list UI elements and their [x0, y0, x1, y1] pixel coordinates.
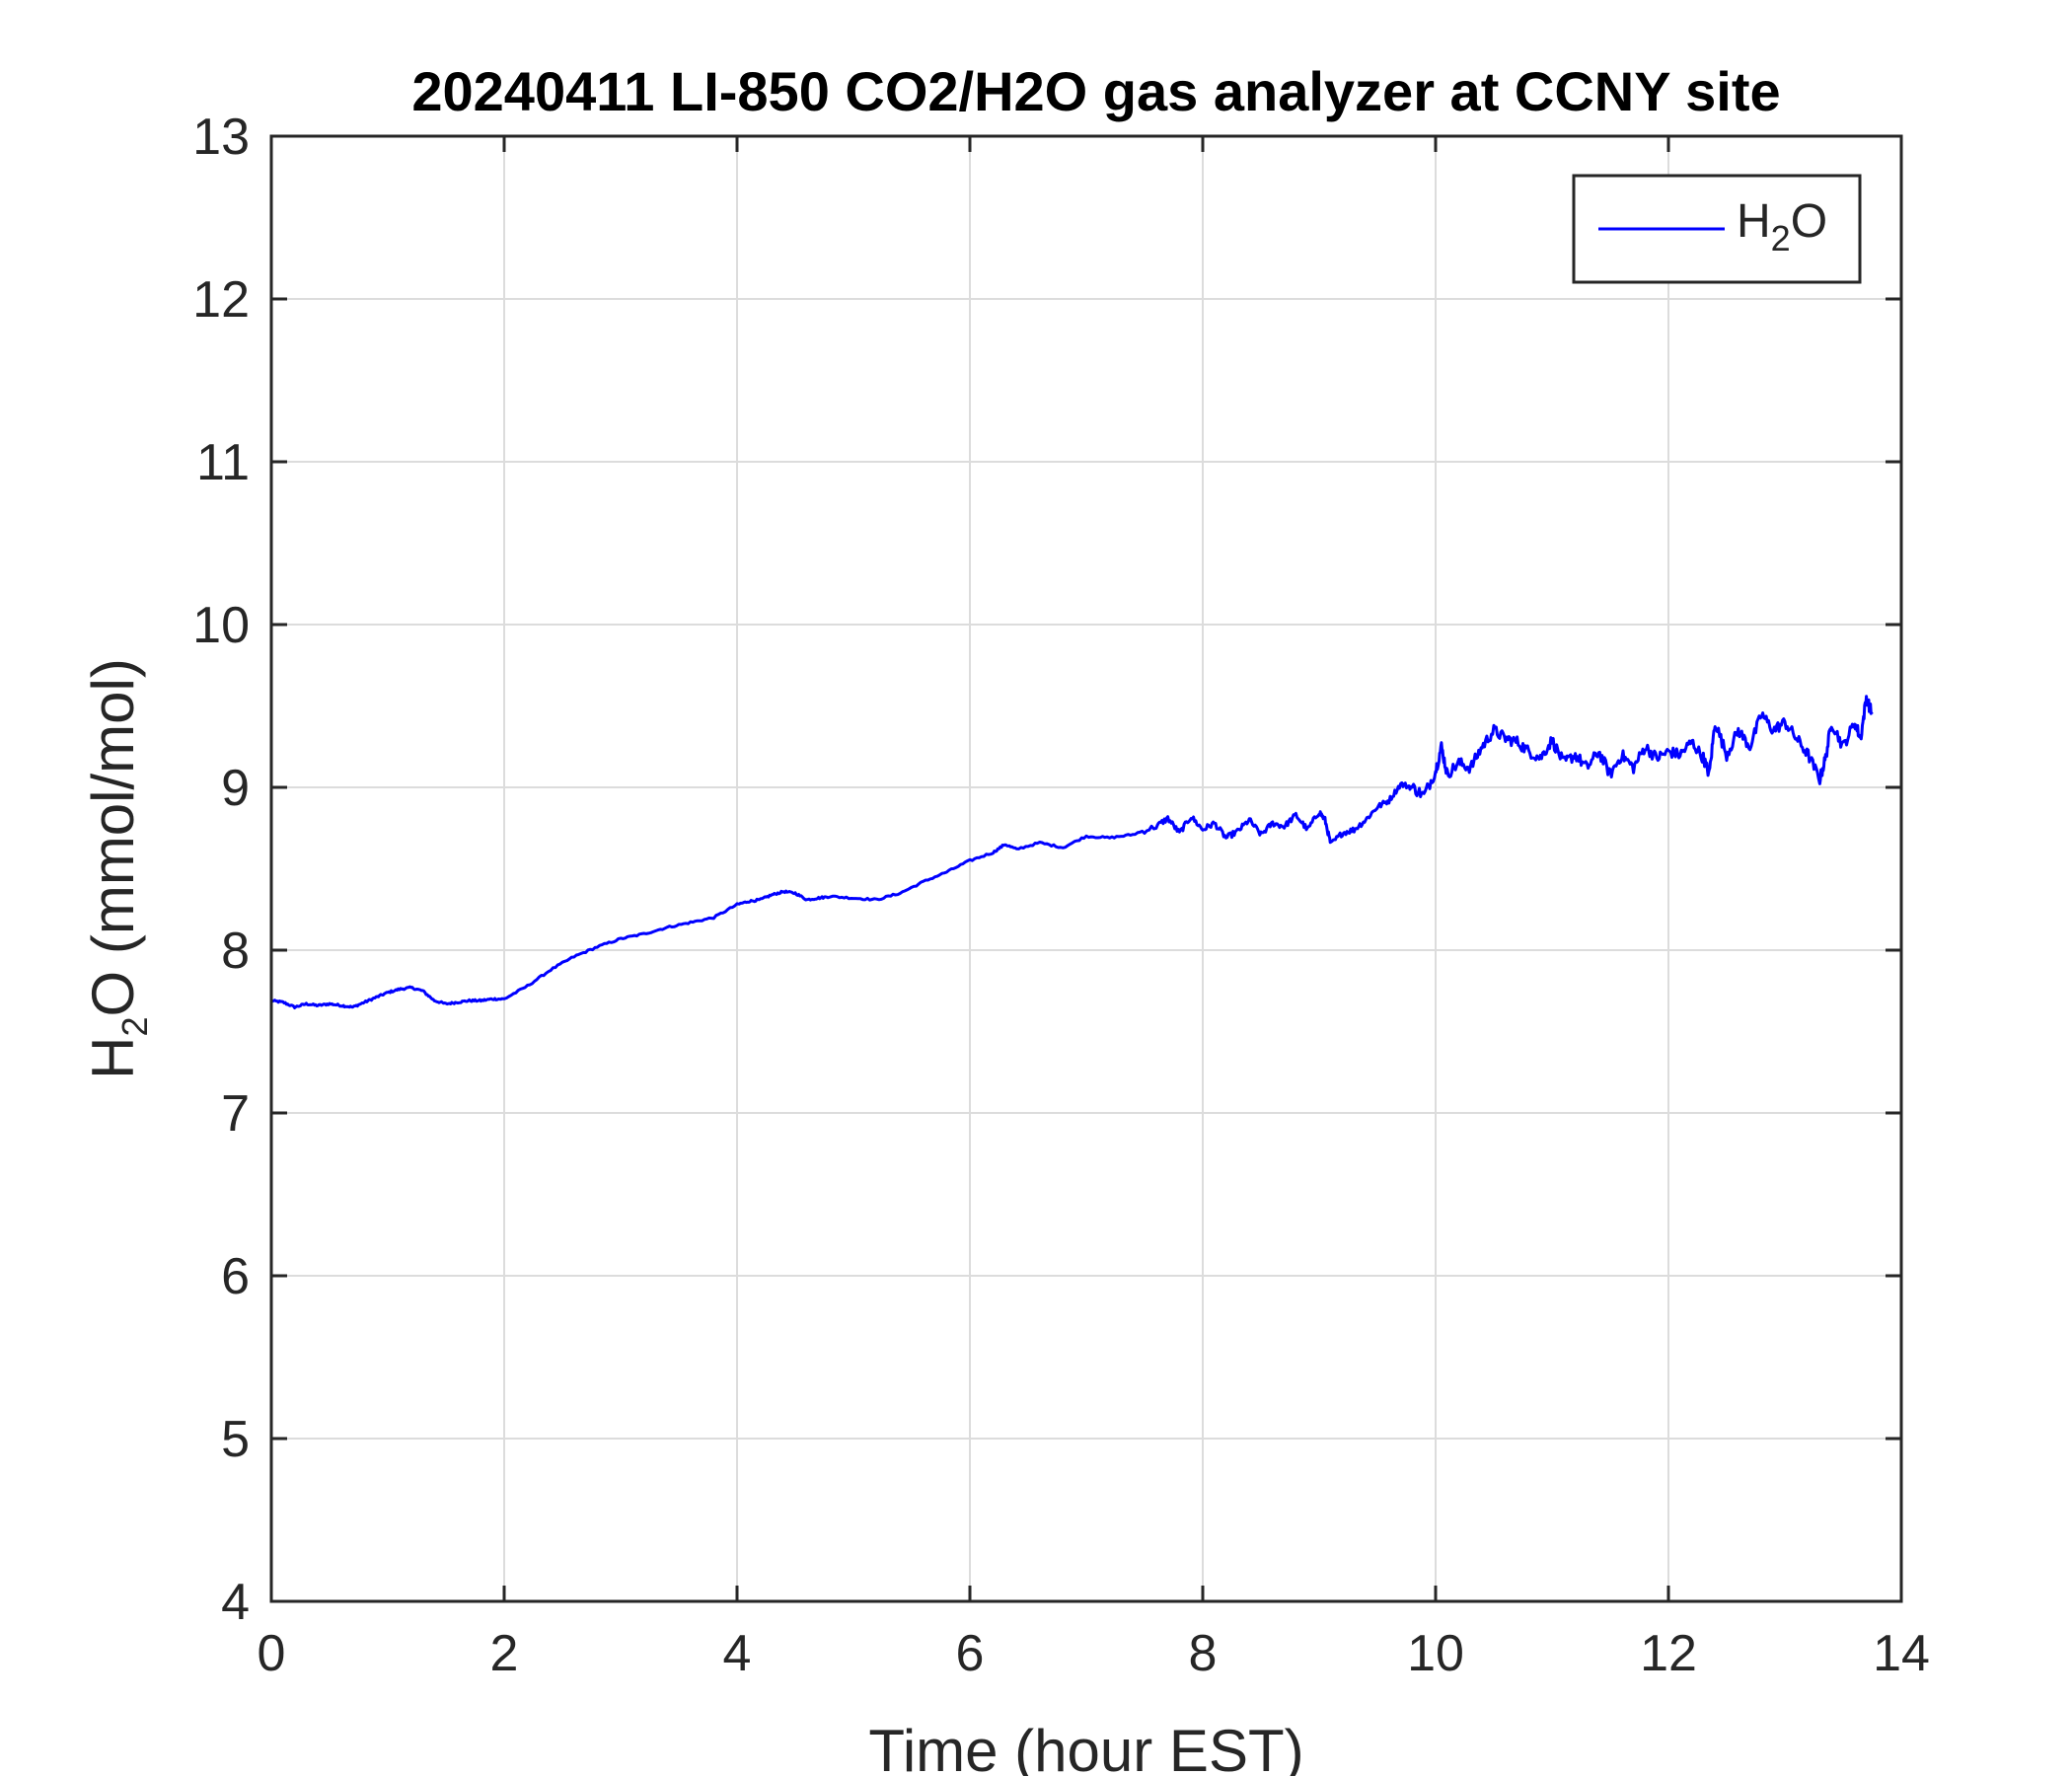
legend-label: H2O — [1737, 195, 1827, 259]
x-axis-label: Time (hour EST) — [868, 1718, 1303, 1776]
ticks: 0 2 4 6 8 10 12 14 4 5 6 7 8 9 10 11 12 13 — [192, 109, 1930, 1682]
x-tick-label: 4 — [723, 1625, 752, 1682]
x-tick-label: 6 — [956, 1625, 985, 1682]
y-tick-label: 8 — [221, 923, 250, 980]
legend-label-prefix: H — [1737, 195, 1771, 248]
y-tick-label: 6 — [221, 1248, 250, 1305]
x-tick-label: 2 — [490, 1625, 519, 1682]
y-tick-label: 4 — [221, 1574, 250, 1631]
legend-label-suffix: O — [1791, 195, 1827, 248]
series-line-h2o — [270, 695, 1874, 1009]
plot-frame — [269, 134, 1903, 1603]
chart-title: 20240411 LI-850 CO2/H2O gas analyzer at … — [411, 60, 1780, 122]
legend: H2O — [1572, 174, 1862, 284]
x-tick-label: 12 — [1640, 1625, 1697, 1682]
y-axis-label-suffix: O (mmol/mol) — [80, 658, 146, 1016]
y-axis-label-subscript: 2 — [114, 1016, 155, 1036]
x-tick-label: 0 — [258, 1625, 286, 1682]
y-tick-label: 11 — [196, 434, 250, 491]
y-tick-label: 5 — [221, 1411, 250, 1468]
y-tick-label: 12 — [192, 271, 250, 329]
y-axis-label: H2O (mmol/mol) — [80, 658, 155, 1079]
legend-label-subscript: 2 — [1771, 218, 1791, 259]
x-tick-label: 14 — [1873, 1625, 1930, 1682]
y-axis-label-prefix: H — [80, 1037, 146, 1079]
y-tick-label: 13 — [192, 109, 250, 166]
x-tick-label: 10 — [1407, 1625, 1464, 1682]
y-tick-label: 10 — [192, 597, 250, 654]
x-tick-label: 8 — [1189, 1625, 1218, 1682]
y-tick-label: 9 — [221, 760, 250, 817]
series-group — [270, 695, 1874, 1009]
y-tick-label: 7 — [221, 1085, 250, 1143]
